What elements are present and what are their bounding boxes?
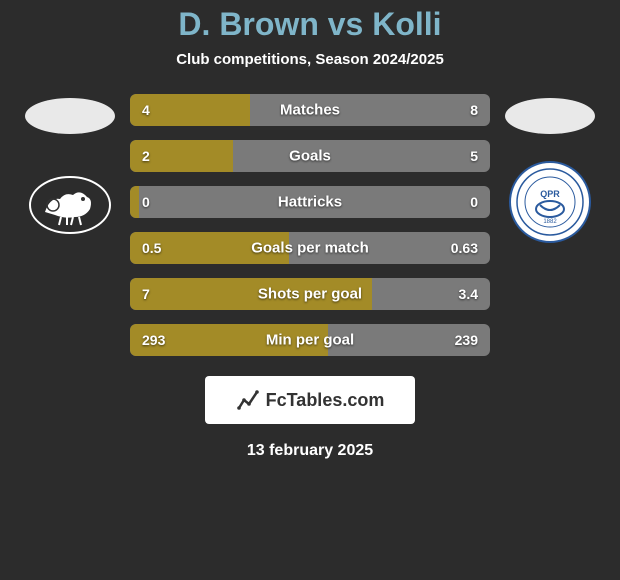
stat-value-left: 2 [142,148,150,164]
page-title: D. Brown vs Kolli [178,6,441,43]
content-row: 4 Matches 8 2 Goals 5 0 Hattricks 0 0.5 Goals per … [0,88,620,356]
stat-label: Shots per goal [258,286,362,303]
stat-value-right: 239 [455,332,478,348]
branding-text: FcTables.com [266,390,385,411]
club-right-badge: QPR 1882 [505,162,595,242]
date-text: 13 february 2025 [247,442,373,460]
club-left-badge [25,162,115,242]
stats-bars: 4 Matches 8 2 Goals 5 0 Hattricks 0 0.5 Goals per … [130,88,490,356]
ram-icon [25,167,115,237]
stat-bar: 0.5 Goals per match 0.63 [130,232,490,264]
stat-value-right: 0.63 [451,240,478,256]
infographic-container: D. Brown vs Kolli Club competitions, Sea… [0,0,620,580]
svg-text:QPR: QPR [540,189,560,199]
stat-bar: 4 Matches 8 [130,94,490,126]
stat-value-right: 8 [470,102,478,118]
player-left-photo-placeholder [25,98,115,134]
svg-text:1882: 1882 [543,219,557,225]
stat-bar-fill [130,186,139,218]
stat-value-right: 5 [470,148,478,164]
stat-value-left: 0 [142,194,150,210]
player-right-photo-placeholder [505,98,595,134]
stat-label: Hattricks [278,194,342,211]
stat-label: Goals per match [251,240,369,257]
stat-bar: 7 Shots per goal 3.4 [130,278,490,310]
stat-label: Matches [280,102,340,119]
stat-label: Min per goal [266,332,354,349]
stat-value-right: 3.4 [459,286,478,302]
club-left-column [10,88,130,242]
stat-value-left: 4 [142,102,150,118]
chart-icon [236,388,260,412]
stat-value-left: 293 [142,332,165,348]
stat-value-left: 0.5 [142,240,161,256]
stat-value-right: 0 [470,194,478,210]
stat-bar: 2 Goals 5 [130,140,490,172]
branding-badge: FcTables.com [205,376,415,424]
club-right-column: QPR 1882 [490,88,610,242]
page-subtitle: Club competitions, Season 2024/2025 [176,51,444,68]
stat-label: Goals [289,148,331,165]
stat-bar: 0 Hattricks 0 [130,186,490,218]
stat-bar: 293 Min per goal 239 [130,324,490,356]
stat-value-left: 7 [142,286,150,302]
qpr-icon: QPR 1882 [505,157,595,247]
